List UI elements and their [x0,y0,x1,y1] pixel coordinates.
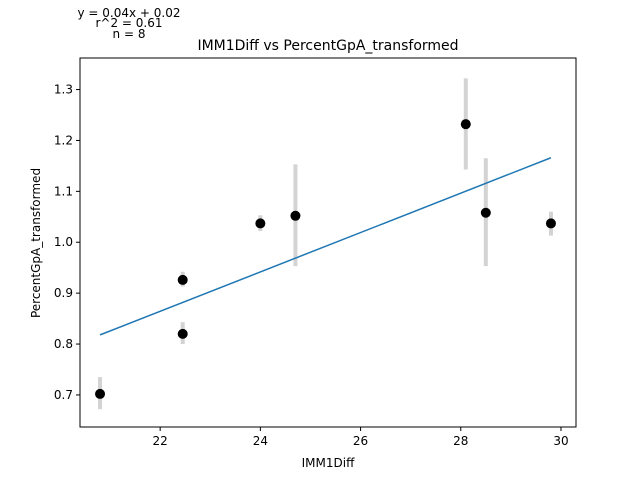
data-point-5 [460,119,471,130]
y-tick-label-1: 0.8 [54,337,73,351]
r-squared-annotation: r^2 = 0.61 [95,16,162,30]
x-tick-label-0: 22 [153,434,168,448]
x-tick-label-2: 26 [353,434,368,448]
fit-line [99,157,552,336]
data-point-7 [545,218,556,229]
chart-title: IMM1Diff vs PercentGpA_transformed [197,38,458,54]
y-tick-label-3: 1.0 [54,235,73,249]
y-axis-ticks: 0.7 0.8 0.9 1.0 1.1 1.2 1.3 [54,83,80,402]
data-point-3 [255,218,266,229]
error-bars [98,78,553,410]
y-tick-label-6: 1.3 [54,83,73,97]
fit-equation-annotation: y = 0.04x + 0.02 [77,6,180,20]
data-point-4 [290,210,301,221]
data-point-1 [177,274,188,285]
y-axis-label: PercentGpA_transformed [29,168,43,318]
data-point-2 [177,328,188,339]
y-tick-label-5: 1.2 [54,133,73,147]
data-points [95,119,556,399]
x-tick-label-4: 30 [553,434,568,448]
x-axis-label: IMM1Diff [302,456,355,470]
fit-line-group [99,157,552,336]
y-tick-label-4: 1.1 [54,184,73,198]
plot-area-frame [79,57,577,428]
data-point-0 [95,388,106,399]
y-tick-label-0: 0.7 [54,388,73,402]
data-point-6 [480,207,491,218]
x-tick-label-3: 28 [453,434,468,448]
y-tick-label-2: 0.9 [54,286,73,300]
x-tick-label-1: 24 [253,434,268,448]
sample-size-annotation: n = 8 [113,27,146,41]
x-axis-ticks: 22 24 26 28 30 [153,427,569,448]
